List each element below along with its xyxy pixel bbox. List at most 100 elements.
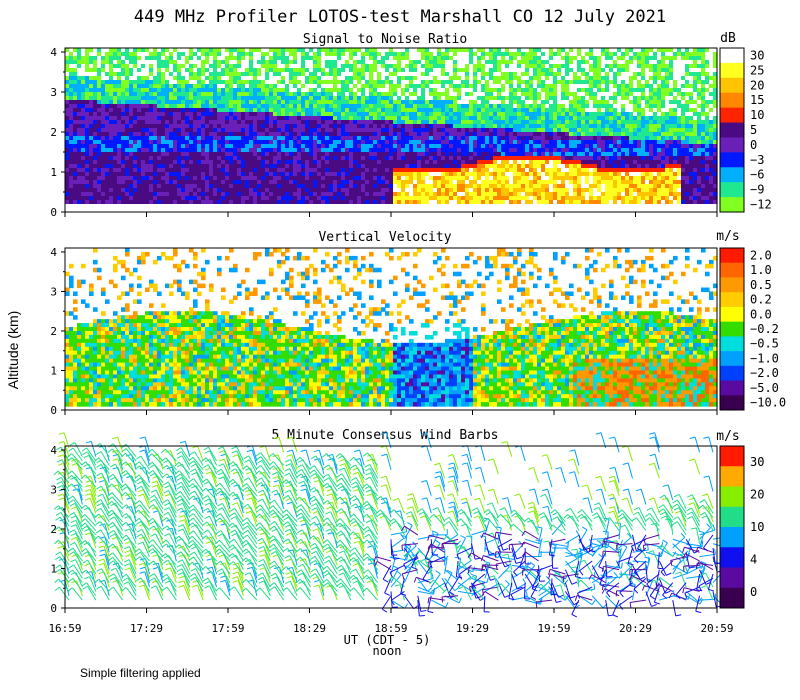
snr-cell bbox=[161, 80, 166, 85]
snr-cell bbox=[145, 112, 150, 117]
snr-cell bbox=[417, 144, 422, 149]
snr-cell bbox=[281, 168, 286, 173]
snr-cell bbox=[405, 156, 410, 161]
snr-cell bbox=[357, 192, 362, 197]
snr-cell bbox=[65, 192, 70, 197]
snr-cell bbox=[77, 60, 82, 65]
snr-cell bbox=[333, 156, 338, 161]
snr-cell bbox=[529, 84, 534, 89]
snr-cell bbox=[237, 52, 242, 57]
snr-cell bbox=[413, 72, 418, 77]
snr-cell bbox=[529, 128, 534, 133]
snr-cell bbox=[465, 200, 470, 205]
snr-cell bbox=[257, 188, 262, 193]
snr-cell bbox=[405, 188, 410, 193]
snr-cell bbox=[185, 148, 190, 153]
snr-cell bbox=[469, 132, 474, 137]
snr-cell bbox=[345, 80, 350, 85]
snr-cell bbox=[221, 180, 226, 185]
snr-cell bbox=[517, 96, 522, 101]
snr-cell bbox=[137, 200, 142, 205]
snr-cell bbox=[369, 92, 374, 97]
snr-cell bbox=[161, 112, 166, 117]
snr-cell bbox=[537, 152, 542, 157]
snr-cell bbox=[249, 80, 254, 85]
snr-cell bbox=[421, 80, 426, 85]
snr-cell bbox=[529, 100, 534, 105]
snr-cell bbox=[461, 196, 466, 201]
snr-cell bbox=[401, 72, 406, 77]
snr-cell bbox=[197, 116, 202, 121]
snr-cell bbox=[261, 200, 266, 205]
snr-cell bbox=[209, 172, 214, 177]
snr-cell bbox=[417, 104, 422, 109]
snr-cell bbox=[265, 152, 270, 157]
snr-cell bbox=[317, 48, 322, 53]
snr-cell bbox=[305, 92, 310, 97]
snr-cell bbox=[465, 184, 470, 189]
snr-cell bbox=[149, 156, 154, 161]
snr-cell bbox=[513, 168, 518, 173]
snr-cell bbox=[65, 152, 70, 157]
snr-cell bbox=[81, 80, 86, 85]
snr-cell bbox=[93, 200, 98, 205]
snr-cell bbox=[337, 64, 342, 69]
snr-cell bbox=[85, 208, 90, 213]
snr-cell bbox=[449, 60, 454, 65]
snr-cell bbox=[85, 136, 90, 141]
snr-cell bbox=[101, 56, 106, 61]
snr-cell bbox=[393, 108, 398, 113]
snr-cell bbox=[549, 148, 554, 153]
snr-cell bbox=[221, 128, 226, 133]
snr-cell bbox=[77, 200, 82, 205]
snr-cell bbox=[253, 60, 258, 65]
snr-cell bbox=[97, 128, 102, 133]
snr-cell bbox=[437, 60, 442, 65]
snr-cell bbox=[413, 120, 418, 125]
snr-cell bbox=[477, 80, 482, 85]
snr-cell bbox=[429, 116, 434, 121]
snr-cell bbox=[157, 60, 162, 65]
snr-cell bbox=[181, 148, 186, 153]
snr-cell bbox=[269, 148, 274, 153]
snr-cell bbox=[477, 120, 482, 125]
snr-cell bbox=[197, 80, 202, 85]
snr-cell bbox=[353, 140, 358, 145]
snr-cell bbox=[305, 172, 310, 177]
snr-cell bbox=[381, 84, 386, 89]
snr-cell bbox=[389, 208, 394, 213]
snr-cell bbox=[485, 204, 490, 209]
snr-cell bbox=[73, 92, 78, 97]
snr-cell bbox=[405, 48, 410, 53]
snr-cell bbox=[433, 68, 438, 73]
snr-cell bbox=[273, 72, 278, 77]
snr-cell bbox=[205, 124, 210, 129]
snr-cell bbox=[165, 180, 170, 185]
snr-cell bbox=[297, 136, 302, 141]
snr-cell bbox=[529, 116, 534, 121]
snr-cell bbox=[233, 128, 238, 133]
snr-cell bbox=[493, 76, 498, 81]
snr-cell bbox=[309, 152, 314, 157]
snr-cell bbox=[125, 200, 130, 205]
snr-cell bbox=[229, 196, 234, 201]
snr-cell bbox=[65, 128, 70, 133]
snr-cell bbox=[357, 200, 362, 205]
snr-cell bbox=[157, 120, 162, 125]
snr-cell bbox=[453, 124, 458, 129]
snr-cell bbox=[489, 196, 494, 201]
snr-cell bbox=[401, 204, 406, 209]
snr-cell bbox=[525, 192, 530, 197]
snr-cell bbox=[345, 52, 350, 57]
snr-cell bbox=[469, 96, 474, 101]
snr-cell bbox=[329, 56, 334, 61]
snr-cell bbox=[385, 144, 390, 149]
snr-cell bbox=[81, 196, 86, 201]
snr-cell bbox=[401, 132, 406, 137]
snr-cell bbox=[505, 188, 510, 193]
snr-cell bbox=[461, 64, 466, 69]
snr-cell bbox=[265, 120, 270, 125]
snr-cell bbox=[85, 168, 90, 173]
snr-cell bbox=[493, 132, 498, 137]
snr-cell bbox=[537, 104, 542, 109]
